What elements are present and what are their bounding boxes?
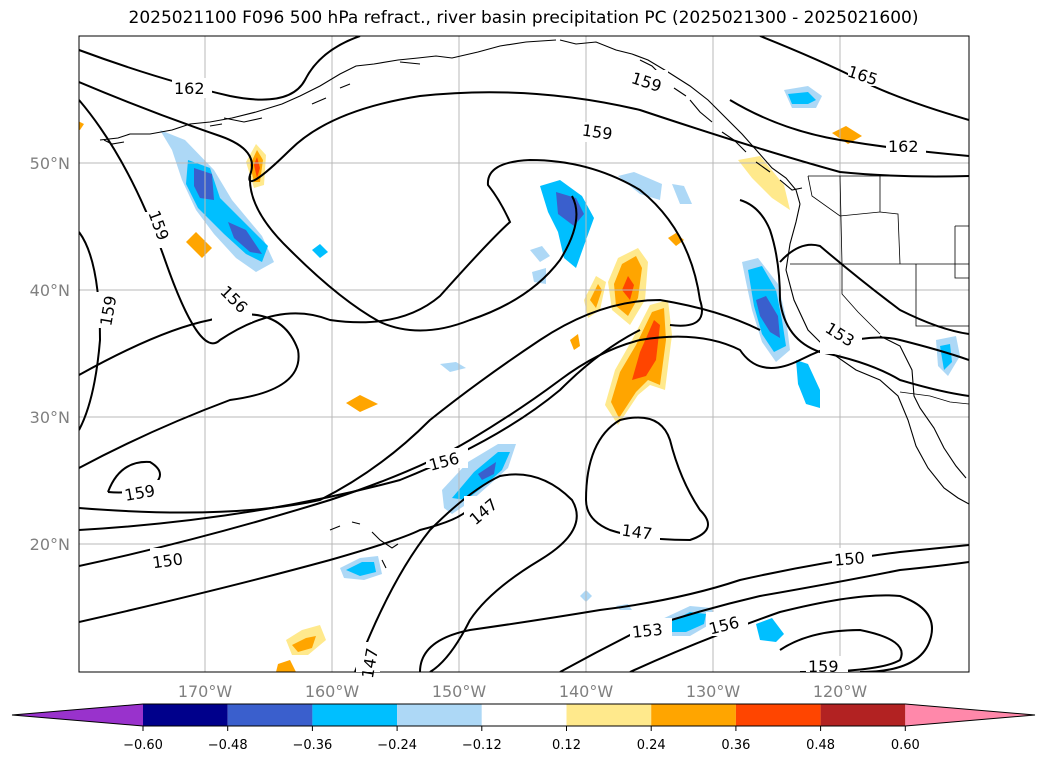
coastlines — [99, 39, 969, 569]
lon-label-170w: 170°W — [178, 682, 233, 701]
lon-label-120w: 120°W — [813, 682, 868, 701]
colorbar-segment — [481, 704, 567, 726]
colorbar-tick-label: 0.48 — [806, 738, 835, 753]
colorbar-extend-high — [905, 704, 1035, 726]
colorbar-extend-low — [12, 704, 143, 726]
latitude-labels: 50°N 40°N 30°N 20°N — [30, 154, 70, 554]
colorbar-tick-label: −0.36 — [292, 738, 332, 753]
contour-label: 162 — [888, 137, 919, 156]
colorbar-segment — [143, 704, 228, 726]
contour-label: 147 — [358, 646, 382, 679]
lat-label-30n: 30°N — [30, 408, 70, 427]
positive-precip-shading — [79, 121, 862, 672]
lon-label-150w: 150°W — [432, 682, 487, 701]
lat-label-50n: 50°N — [30, 154, 70, 173]
colorbar-segment — [312, 704, 398, 726]
colorbar-segment — [735, 704, 821, 726]
contour-label: 162 — [174, 79, 205, 98]
lat-label-20n: 20°N — [30, 535, 70, 554]
lon-label-130w: 130°W — [686, 682, 741, 701]
colorbar-tick-label: 0.36 — [721, 738, 750, 753]
colorbar-tick-label: −0.60 — [123, 738, 163, 753]
contour-label: 159 — [808, 657, 839, 676]
colorbar-tick-label: 0.60 — [891, 738, 920, 753]
colorbar-segment — [651, 704, 736, 726]
contour-label: 159 — [581, 121, 614, 144]
plot-frame — [78, 35, 970, 673]
colorbar-segment — [820, 704, 906, 726]
political-borders — [790, 175, 969, 405]
colorbar-segment — [397, 704, 482, 726]
colorbar-tick-label: −0.48 — [208, 738, 248, 753]
colorbar-tick-label: −0.24 — [377, 738, 417, 753]
contour-labels: 162 159 165 162 159 159 156 159 156 153 … — [94, 62, 926, 680]
contour-label: 150 — [833, 548, 865, 570]
lon-label-160w: 160°W — [305, 682, 360, 701]
colorbar-segment — [227, 704, 313, 726]
contour-label: 147 — [621, 521, 654, 544]
colorbar-segment — [566, 704, 652, 726]
colorbar: −0.60 −0.48 −0.36 −0.24 −0.12 0.12 0.24 … — [11, 703, 1036, 753]
contour-label: 150 — [151, 549, 184, 572]
longitude-labels: 170°W 160°W 150°W 140°W 130°W 120°W — [178, 682, 868, 701]
lat-label-40n: 40°N — [30, 281, 70, 300]
lon-label-140w: 140°W — [559, 682, 614, 701]
contour-label: 153 — [631, 620, 663, 642]
colorbar-tick-label: −0.12 — [462, 738, 502, 753]
colorbar-tick-label: 0.24 — [637, 738, 666, 753]
map-title: 2025021100 F096 500 hPa refract., river … — [128, 8, 919, 28]
colorbar-tick-label: 0.12 — [552, 738, 581, 753]
